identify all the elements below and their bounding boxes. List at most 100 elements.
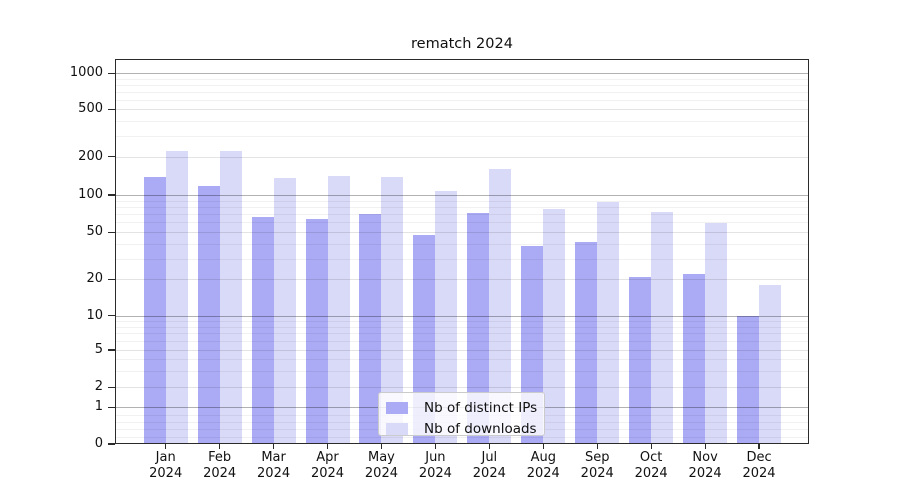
bar-downloads <box>543 209 566 444</box>
x-tick-label: Sep 2024 <box>567 450 627 482</box>
x-tick-label: Apr 2024 <box>298 450 358 482</box>
y-tick-mark <box>108 278 115 280</box>
y-tick-mark <box>108 231 115 233</box>
gridline-minor <box>116 370 808 372</box>
x-tick-label: Nov 2024 <box>675 450 735 482</box>
y-tick-label: 10 <box>86 307 103 323</box>
y-tick-label: 1000 <box>69 65 103 81</box>
bar-downloads <box>327 176 350 444</box>
x-tick-label-month: Jun <box>425 450 446 465</box>
gridline-minor <box>116 222 808 224</box>
downloads-swatch-icon <box>386 422 408 435</box>
x-tick-mark <box>326 444 329 449</box>
gridline-minor <box>116 243 808 245</box>
legend-item-downloads: Nb of downloads <box>386 420 544 437</box>
legend-item-distinct-ips: Nb of distinct IPs <box>386 399 544 416</box>
bar-downloads <box>165 150 188 444</box>
gridline-minor <box>116 320 808 322</box>
y-tick-mark <box>108 156 115 158</box>
bar-downloads <box>435 191 458 444</box>
x-tick-label: Dec 2024 <box>729 450 789 482</box>
x-tick-label-month: Aug <box>530 450 556 465</box>
x-tick-mark <box>165 444 167 449</box>
x-tick-label-month: Oct <box>639 450 663 465</box>
legend-label-distinct-ips: Nb of distinct IPs <box>424 399 538 416</box>
gridline-labeled <box>116 156 808 158</box>
x-tick-label: Mar 2024 <box>244 450 304 482</box>
x-tick-mark <box>596 444 598 449</box>
bar-distinct-ips <box>575 242 598 444</box>
x-tick-label-year: 2024 <box>742 466 776 481</box>
bar-distinct-ips <box>143 177 166 444</box>
x-tick-label: Aug 2024 <box>513 450 573 482</box>
x-tick-label-year: 2024 <box>310 466 345 481</box>
y-tick-mark <box>108 194 115 196</box>
bar-distinct-ips <box>359 214 382 444</box>
x-tick-label-year: 2024 <box>364 466 398 481</box>
bar-downloads <box>759 284 782 444</box>
chart-title: rematch 2024 <box>411 36 513 52</box>
bar-distinct-ips <box>467 213 490 444</box>
bar-downloads <box>381 177 404 444</box>
y-tick-label: 1 <box>94 399 103 415</box>
x-tick-mark <box>542 444 544 449</box>
x-tick-label-year: 2024 <box>526 466 560 481</box>
gridline-minor <box>116 258 808 260</box>
gridline-minor <box>116 326 808 328</box>
bar-distinct-ips <box>305 219 328 444</box>
gridline-minor <box>116 120 808 122</box>
y-tick-label: 200 <box>78 148 103 164</box>
bar-downloads <box>597 201 620 444</box>
gridline-labeled <box>116 350 808 351</box>
x-tick-label-year: 2024 <box>203 466 237 481</box>
gridline-labeled <box>116 279 808 281</box>
x-tick-label: May 2024 <box>351 450 411 482</box>
bar-downloads <box>219 150 242 444</box>
x-tick-mark <box>704 444 706 449</box>
gridline-major <box>116 73 808 75</box>
x-tick-label-month: Dec <box>746 450 772 465</box>
gridline-minor <box>116 333 808 335</box>
y-tick-label: 20 <box>86 271 103 287</box>
gridline-minor <box>116 84 808 86</box>
x-tick-label-month: Mar <box>261 450 286 465</box>
y-tick-mark <box>108 443 115 445</box>
x-tick-mark <box>434 444 436 449</box>
x-tick-label: Jul 2024 <box>459 450 519 482</box>
distinct-ips-swatch-icon <box>386 401 408 414</box>
y-tick-mark <box>108 386 115 388</box>
x-tick-label-month: Feb <box>208 450 232 465</box>
y-tick-label: 500 <box>78 101 103 117</box>
y-tick-mark <box>108 108 115 110</box>
gridline-minor <box>116 214 808 216</box>
y-tick-label: 0 <box>94 436 103 451</box>
bar-distinct-ips <box>737 315 760 444</box>
x-tick-mark <box>488 444 490 449</box>
bar-distinct-ips <box>683 274 706 444</box>
gridline-minor <box>116 99 808 101</box>
x-tick-label: Jan 2024 <box>136 450 196 482</box>
y-tick-mark <box>108 349 115 351</box>
x-tick-mark <box>650 444 652 449</box>
bar-distinct-ips <box>251 217 274 444</box>
bar-downloads <box>705 223 728 444</box>
x-tick-label-month: Jul <box>481 450 498 465</box>
x-tick-label-year: 2024 <box>634 466 668 481</box>
gridline-minor <box>116 340 808 342</box>
y-tick-label: 100 <box>78 187 103 202</box>
x-tick-label-month: Jan <box>155 450 176 465</box>
bar-downloads <box>651 211 674 444</box>
y-tick-label: 50 <box>86 224 103 240</box>
y-tick-mark <box>108 406 115 408</box>
y-tick-mark <box>108 72 115 74</box>
x-tick-label: Feb 2024 <box>190 450 250 482</box>
legend: Nb of distinct IPs Nb of downloads <box>378 392 545 437</box>
gridline-minor <box>116 91 808 93</box>
x-tick-label: Oct 2024 <box>621 450 681 482</box>
x-tick-label-year: 2024 <box>418 466 452 481</box>
gridline-major <box>116 315 808 317</box>
legend-label-downloads: Nb of downloads <box>424 420 537 437</box>
y-tick-mark <box>108 315 115 317</box>
y-tick-label: 5 <box>94 342 103 357</box>
